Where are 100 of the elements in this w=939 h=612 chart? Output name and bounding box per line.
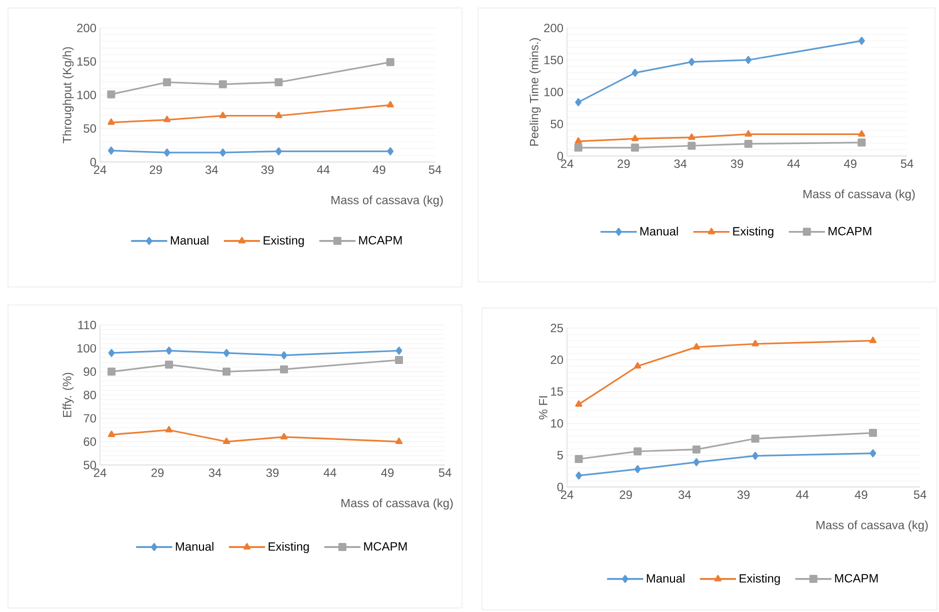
- point: [165, 360, 174, 369]
- point: [858, 138, 866, 147]
- legend-label: Manual: [646, 574, 684, 583]
- point: [108, 118, 115, 125]
- x-tick-label: 34: [208, 468, 222, 477]
- point: [222, 438, 230, 444]
- point: [280, 432, 288, 440]
- point: [631, 144, 640, 152]
- point: [751, 434, 760, 443]
- y-tick-label: 0: [90, 158, 96, 166]
- point: [575, 400, 582, 407]
- legend-label: MCAPM: [835, 574, 878, 582]
- point: [574, 144, 582, 152]
- point: [744, 130, 752, 137]
- x-axis-title: Mass of cassava (kg): [332, 196, 443, 207]
- y-tick-label: 60: [84, 437, 96, 446]
- legend-label: Existing: [733, 226, 774, 238]
- y-tick-label: 100: [77, 344, 96, 353]
- point: [574, 137, 582, 144]
- point: [218, 80, 227, 88]
- y-tick-label: 5: [557, 451, 563, 460]
- y-tick-label: 15: [551, 387, 563, 396]
- legend-label: MCAPM: [828, 226, 872, 236]
- point: [108, 146, 114, 155]
- point: [869, 336, 877, 344]
- y-tick-label: 70: [84, 414, 96, 423]
- point: [575, 98, 582, 106]
- point: [387, 147, 394, 156]
- point: [574, 455, 583, 463]
- point: [166, 346, 172, 355]
- y-tick-label: 100: [544, 88, 564, 96]
- y-tick-label: 200: [544, 24, 564, 32]
- x-tick-label: 44: [796, 490, 809, 499]
- legend-label: Manual: [640, 226, 678, 236]
- x-tick-label: 54: [914, 490, 926, 499]
- y-tick-label: 100: [77, 90, 96, 100]
- point: [395, 356, 404, 364]
- point: [688, 142, 696, 150]
- x-tick-label: 39: [737, 490, 750, 499]
- y-tick-label: 50: [84, 460, 96, 470]
- point: [692, 445, 700, 454]
- point: [752, 452, 758, 460]
- point: [280, 351, 288, 360]
- point: [222, 368, 231, 376]
- y-tick-label: 20: [550, 356, 564, 364]
- legend-label: Existing: [268, 542, 309, 554]
- x-tick-label: 49: [381, 468, 394, 477]
- x-tick-label: 44: [787, 160, 800, 168]
- point: [693, 458, 700, 466]
- y-tick-label: 150: [544, 56, 564, 64]
- x-tick-label: 24: [560, 490, 574, 499]
- point: [275, 147, 282, 156]
- x-tick-label: 34: [678, 490, 691, 499]
- x-tick-label: 44: [316, 166, 330, 174]
- y-tick-label: 150: [77, 57, 96, 66]
- y-axis-title: Peeling Time (mins.): [530, 38, 541, 146]
- legend-label: Manual: [176, 542, 214, 551]
- point: [632, 68, 638, 77]
- x-tick-label: 24: [560, 160, 574, 168]
- x-tick-label: 34: [674, 160, 687, 168]
- y-tick-label: 110: [78, 320, 96, 330]
- point: [395, 438, 403, 444]
- y-tick-label: 80: [84, 390, 96, 400]
- point: [274, 78, 283, 86]
- point: [576, 472, 582, 480]
- point: [107, 90, 116, 98]
- x-tick-label: 29: [620, 490, 632, 499]
- x-tick-label: 44: [324, 468, 336, 477]
- x-tick-label: 54: [438, 468, 452, 477]
- x-tick-label: 34: [205, 166, 218, 174]
- point: [634, 465, 641, 474]
- x-tick-label: 29: [150, 166, 162, 174]
- legend-label: Existing: [740, 574, 780, 585]
- x-tick-label: 49: [844, 160, 856, 168]
- point: [108, 348, 115, 357]
- point: [280, 365, 288, 374]
- point: [634, 362, 642, 369]
- point: [868, 428, 877, 437]
- point: [752, 340, 759, 346]
- point: [688, 58, 695, 66]
- x-tick-label: 49: [854, 490, 868, 499]
- point: [223, 348, 230, 357]
- point: [631, 134, 639, 142]
- y-tick-label: 0: [557, 482, 564, 492]
- point: [165, 426, 173, 432]
- x-tick-label: 29: [618, 160, 630, 168]
- x-axis-title: Mass of cassava (kg): [816, 520, 928, 532]
- point: [219, 112, 226, 118]
- x-tick-label: 54: [428, 166, 442, 174]
- point: [692, 343, 700, 350]
- x-tick-label: 24: [94, 468, 106, 477]
- legend-label: MCAPM: [359, 236, 402, 244]
- point: [164, 148, 170, 157]
- y-tick-label: 200: [77, 24, 96, 32]
- x-tick-label: 54: [900, 160, 914, 168]
- point: [386, 58, 394, 66]
- x-tick-label: 24: [94, 166, 106, 174]
- point: [108, 368, 116, 376]
- x-tick-label: 29: [151, 468, 164, 477]
- point: [745, 56, 752, 64]
